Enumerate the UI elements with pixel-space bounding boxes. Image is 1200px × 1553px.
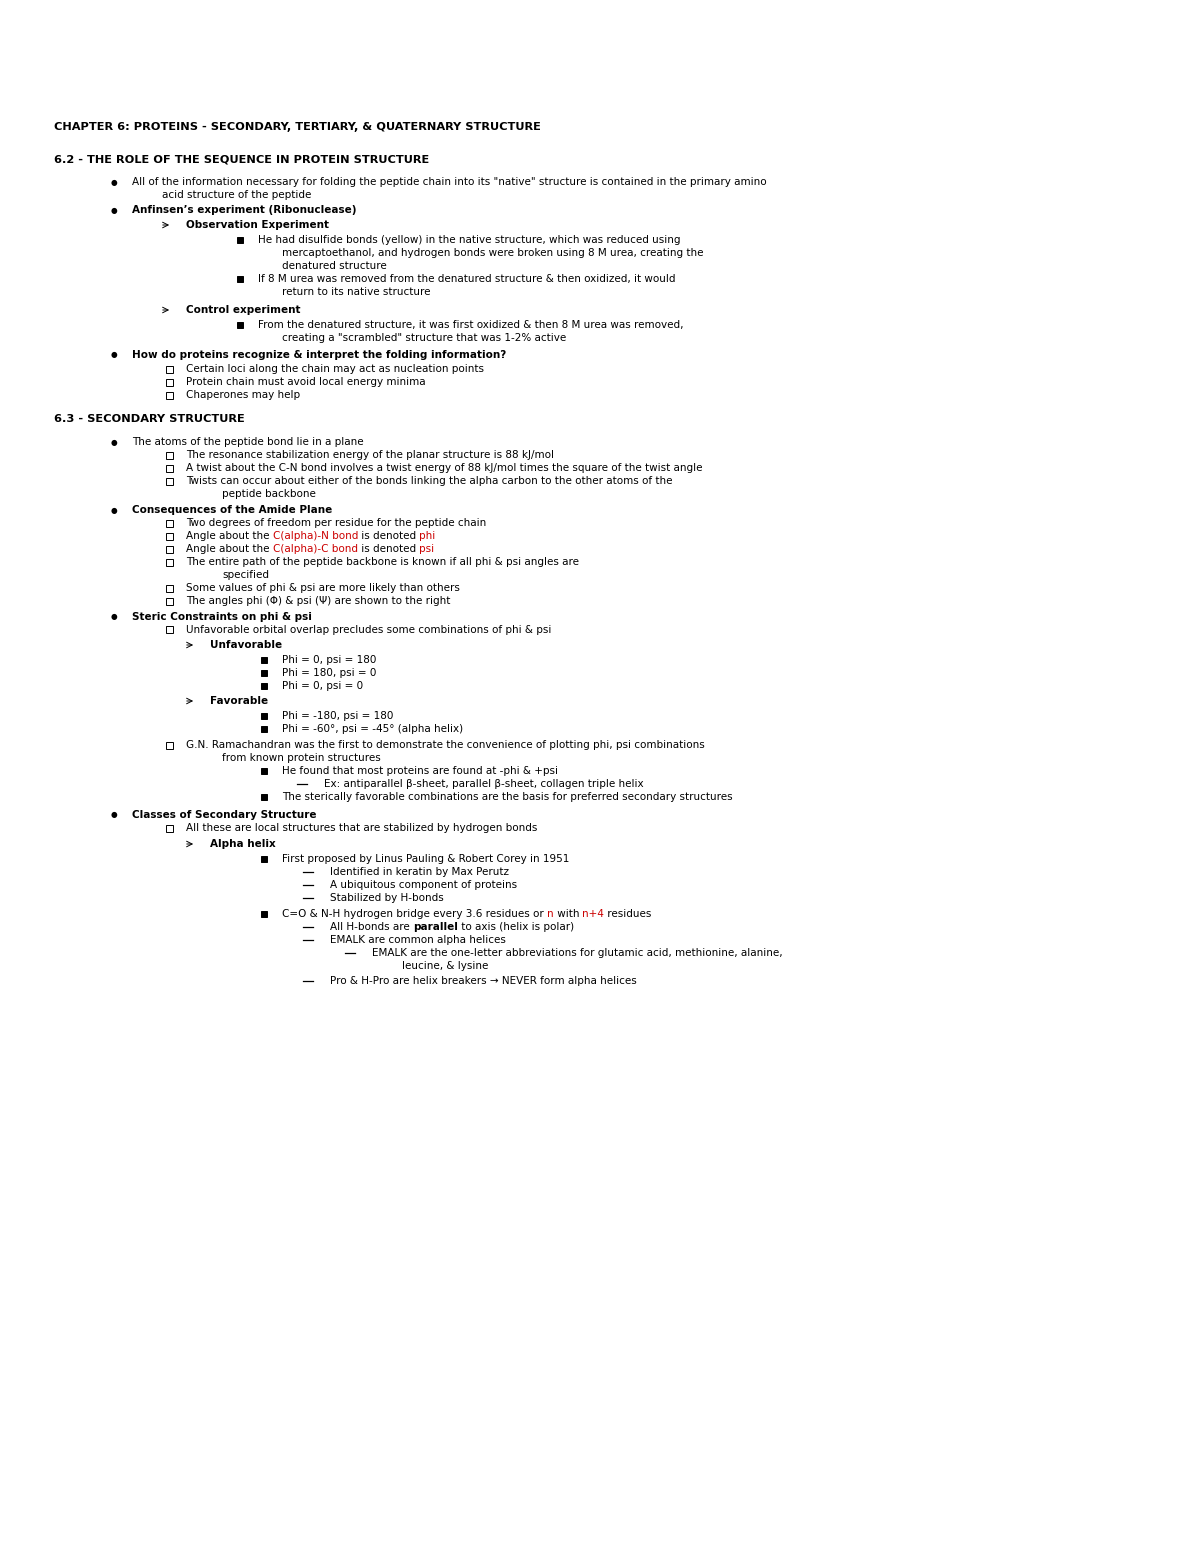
Text: G.N. Ramachandran was the first to demonstrate the convenience of plotting phi, : G.N. Ramachandran was the first to demon… xyxy=(186,739,704,750)
Text: Phi = 0, psi = 180: Phi = 0, psi = 180 xyxy=(282,655,377,665)
Text: He found that most proteins are found at -phi & +psi: He found that most proteins are found at… xyxy=(282,766,558,776)
Text: Twists can occur about either of the bonds linking the alpha carbon to the other: Twists can occur about either of the bon… xyxy=(186,477,672,486)
Text: The resonance stabilization energy of the planar structure is 88 kJ/mol: The resonance stabilization energy of th… xyxy=(186,450,554,460)
Text: Two degrees of freedom per residue for the peptide chain: Two degrees of freedom per residue for t… xyxy=(186,519,486,528)
Text: Anfinsen’s experiment (Ribonuclease): Anfinsen’s experiment (Ribonuclease) xyxy=(132,205,356,214)
Text: A ubiquitous component of proteins: A ubiquitous component of proteins xyxy=(330,881,517,890)
Text: Some values of phi & psi are more likely than others: Some values of phi & psi are more likely… xyxy=(186,582,460,593)
Text: Classes of Secondary Structure: Classes of Secondary Structure xyxy=(132,811,317,820)
Text: Consequences of the Amide Plane: Consequences of the Amide Plane xyxy=(132,505,332,516)
Text: 6.3 - SECONDARY STRUCTURE: 6.3 - SECONDARY STRUCTURE xyxy=(54,415,245,424)
Text: EMALK are common alpha helices: EMALK are common alpha helices xyxy=(330,935,506,944)
Text: Identified in keratin by Max Perutz: Identified in keratin by Max Perutz xyxy=(330,867,509,877)
Text: ●: ● xyxy=(110,438,118,447)
Text: All these are local structures that are stabilized by hydrogen bonds: All these are local structures that are … xyxy=(186,823,538,832)
Text: 6.2 - THE ROLE OF THE SEQUENCE IN PROTEIN STRUCTURE: 6.2 - THE ROLE OF THE SEQUENCE IN PROTEI… xyxy=(54,155,430,165)
Text: parallel: parallel xyxy=(413,922,458,932)
Text: Angle about the: Angle about the xyxy=(186,531,272,540)
Text: EMALK are the one-letter abbreviations for glutamic acid, methionine, alanine,: EMALK are the one-letter abbreviations f… xyxy=(372,947,782,958)
Text: The sterically favorable combinations are the basis for preferred secondary stru: The sterically favorable combinations ar… xyxy=(282,792,733,801)
Text: First proposed by Linus Pauling & Robert Corey in 1951: First proposed by Linus Pauling & Robert… xyxy=(282,854,569,863)
Text: is denoted: is denoted xyxy=(358,544,419,554)
Text: Control experiment: Control experiment xyxy=(186,304,300,315)
Text: return to its native structure: return to its native structure xyxy=(282,287,431,297)
Text: Protein chain must avoid local energy minima: Protein chain must avoid local energy mi… xyxy=(186,377,426,387)
Text: C=O & N-H hydrogen bridge every 3.6 residues or: C=O & N-H hydrogen bridge every 3.6 resi… xyxy=(282,909,547,919)
Text: Certain loci along the chain may act as nucleation points: Certain loci along the chain may act as … xyxy=(186,363,484,374)
Text: How do proteins recognize & interpret the folding information?: How do proteins recognize & interpret th… xyxy=(132,349,506,360)
Text: ●: ● xyxy=(110,505,118,514)
Text: Unfavorable: Unfavorable xyxy=(210,640,282,651)
Text: If 8 M urea was removed from the denatured structure & then oxidized, it would: If 8 M urea was removed from the denatur… xyxy=(258,273,676,284)
Text: C(alpha)-N bond: C(alpha)-N bond xyxy=(272,531,358,540)
Text: Chaperones may help: Chaperones may help xyxy=(186,390,300,401)
Text: acid structure of the peptide: acid structure of the peptide xyxy=(162,189,311,200)
Text: He had disulfide bonds (yellow) in the native structure, which was reduced using: He had disulfide bonds (yellow) in the n… xyxy=(258,235,680,245)
Text: peptide backbone: peptide backbone xyxy=(222,489,316,499)
Text: The entire path of the peptide backbone is known if all phi & psi angles are: The entire path of the peptide backbone … xyxy=(186,558,580,567)
Text: from known protein structures: from known protein structures xyxy=(222,753,380,763)
Text: Phi = 180, psi = 0: Phi = 180, psi = 0 xyxy=(282,668,377,679)
Text: C(alpha)-C bond: C(alpha)-C bond xyxy=(272,544,358,554)
Text: Ex: antiparallel β-sheet, parallel β-sheet, collagen triple helix: Ex: antiparallel β-sheet, parallel β-she… xyxy=(324,780,643,789)
Text: is denoted: is denoted xyxy=(358,531,420,540)
Text: CHAPTER 6: PROTEINS - SECONDARY, TERTIARY, & QUATERNARY STRUCTURE: CHAPTER 6: PROTEINS - SECONDARY, TERTIAR… xyxy=(54,123,541,132)
Text: ●: ● xyxy=(110,205,118,214)
Text: residues: residues xyxy=(605,909,652,919)
Text: to axis (helix is polar): to axis (helix is polar) xyxy=(458,922,574,932)
Text: Unfavorable orbital overlap precludes some combinations of phi & psi: Unfavorable orbital overlap precludes so… xyxy=(186,624,551,635)
Text: A twist about the C-N bond involves a twist energy of 88 kJ/mol times the square: A twist about the C-N bond involves a tw… xyxy=(186,463,702,474)
Text: n+4: n+4 xyxy=(582,909,605,919)
Text: The angles phi (Φ) & psi (Ψ) are shown to the right: The angles phi (Φ) & psi (Ψ) are shown t… xyxy=(186,596,450,606)
Text: Phi = -60°, psi = -45° (alpha helix): Phi = -60°, psi = -45° (alpha helix) xyxy=(282,724,463,735)
Text: The atoms of the peptide bond lie in a plane: The atoms of the peptide bond lie in a p… xyxy=(132,436,364,447)
Text: Favorable: Favorable xyxy=(210,696,268,707)
Text: leucine, & lysine: leucine, & lysine xyxy=(402,961,488,971)
Text: ●: ● xyxy=(110,351,118,359)
Text: Observation Experiment: Observation Experiment xyxy=(186,221,329,230)
Text: Angle about the: Angle about the xyxy=(186,544,272,554)
Text: Stabilized by H-bonds: Stabilized by H-bonds xyxy=(330,893,444,902)
Text: denatured structure: denatured structure xyxy=(282,261,386,272)
Text: All of the information necessary for folding the peptide chain into its "native": All of the information necessary for fol… xyxy=(132,177,767,186)
Text: with: with xyxy=(553,909,582,919)
Text: n: n xyxy=(547,909,553,919)
Text: ●: ● xyxy=(110,612,118,621)
Text: specified: specified xyxy=(222,570,269,579)
Text: Steric Constraints on phi & psi: Steric Constraints on phi & psi xyxy=(132,612,312,623)
Text: Phi = -180, psi = 180: Phi = -180, psi = 180 xyxy=(282,711,394,721)
Text: All H-bonds are: All H-bonds are xyxy=(330,922,413,932)
Text: Pro & H-Pro are helix breakers → NEVER form alpha helices: Pro & H-Pro are helix breakers → NEVER f… xyxy=(330,975,637,986)
Text: From the denatured structure, it was first oxidized & then 8 M urea was removed,: From the denatured structure, it was fir… xyxy=(258,320,684,329)
Text: psi: psi xyxy=(419,544,434,554)
Text: creating a "scrambled" structure that was 1-2% active: creating a "scrambled" structure that wa… xyxy=(282,332,566,343)
Text: Alpha helix: Alpha helix xyxy=(210,839,276,849)
Text: mercaptoethanol, and hydrogen bonds were broken using 8 M urea, creating the: mercaptoethanol, and hydrogen bonds were… xyxy=(282,248,703,258)
Text: phi: phi xyxy=(420,531,436,540)
Text: ●: ● xyxy=(110,811,118,820)
Text: Phi = 0, psi = 0: Phi = 0, psi = 0 xyxy=(282,682,364,691)
Text: ●: ● xyxy=(110,177,118,186)
